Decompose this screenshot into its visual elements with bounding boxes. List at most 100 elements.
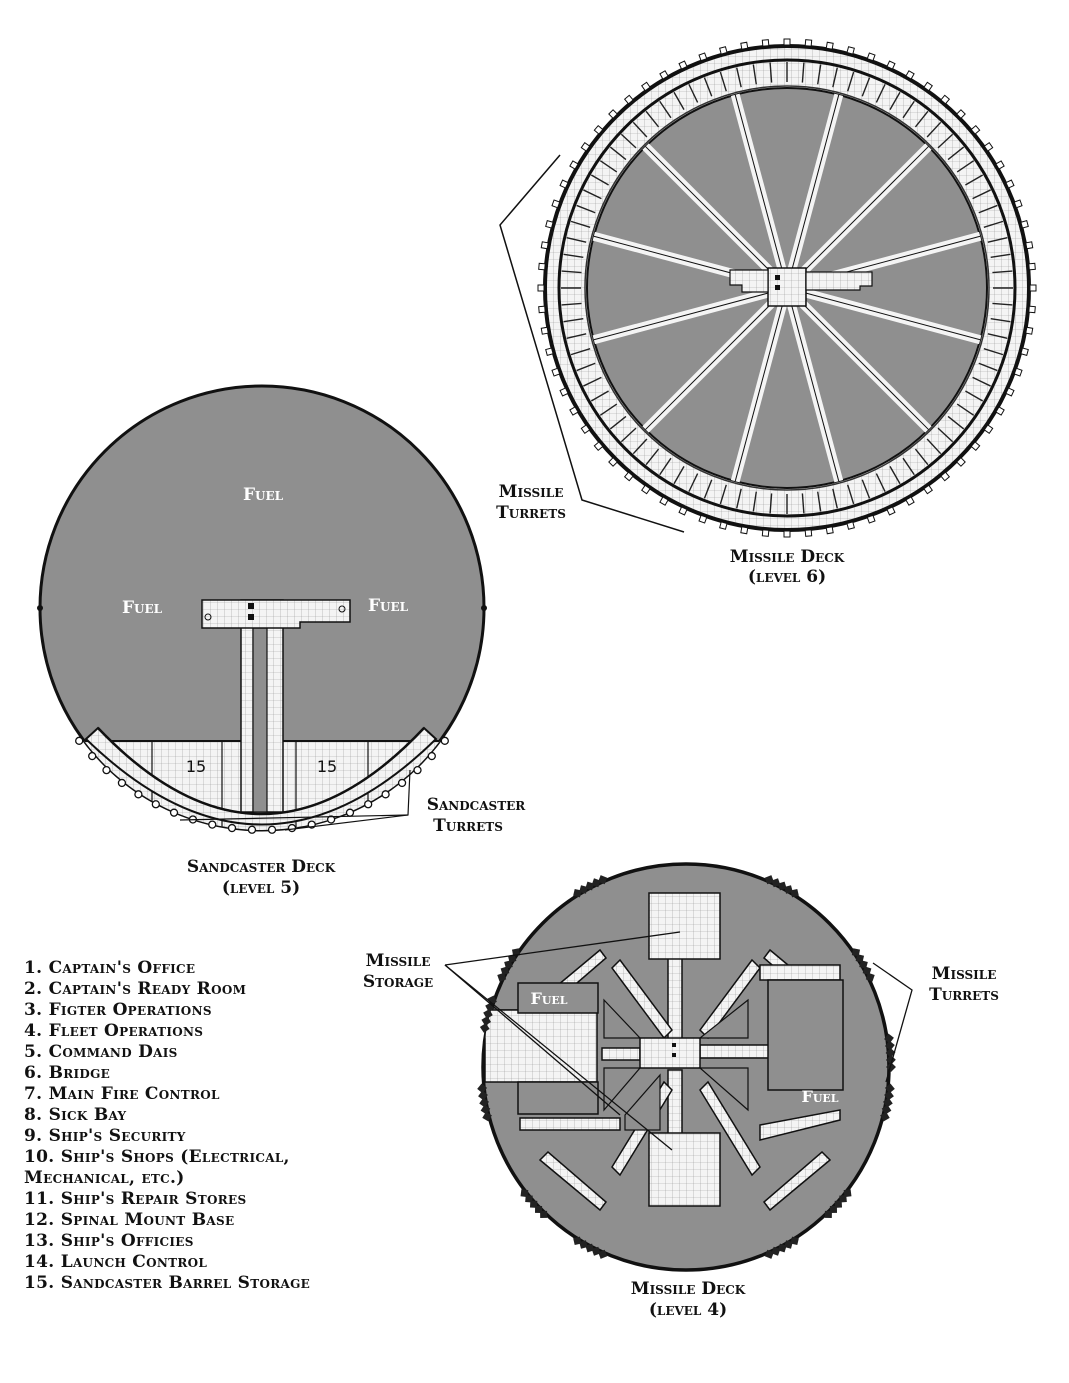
deck6-console <box>775 275 780 280</box>
deck6-bulkhead <box>703 479 713 499</box>
deck6-turret <box>970 441 981 452</box>
deck6-turret <box>846 46 855 55</box>
deck4-turret-callout-line1: Missile <box>932 964 997 984</box>
deck4-corridor <box>759 1109 841 1141</box>
deck4-title: Missile Deck <box>631 1279 746 1299</box>
deck4-turret <box>579 1240 588 1249</box>
deck5-turret <box>88 751 97 761</box>
deck6-bulkhead <box>965 390 984 402</box>
deck4-turret <box>585 1243 595 1253</box>
deck4-turret <box>478 1090 488 1101</box>
deck5-turret <box>227 823 237 833</box>
deck4-turret <box>884 1040 895 1051</box>
deck6-bulkhead <box>570 348 591 356</box>
deck6-bulkhead <box>719 484 727 505</box>
deck6-bulkhead <box>563 253 584 258</box>
deck5-turret <box>151 800 160 809</box>
deck6-bulkhead <box>972 376 991 387</box>
deck6-bulkhead <box>847 484 855 505</box>
deck6-bulkhead <box>769 62 773 83</box>
deck4-turret <box>573 1236 582 1246</box>
deck6-radial-corridor-edge <box>645 146 788 289</box>
deck5-turret-callout-line2: Turrets <box>433 816 503 836</box>
deck6-turret <box>905 496 915 506</box>
deck5-fixture <box>338 605 346 613</box>
deck6-turret <box>569 406 579 416</box>
deck5-spinal-shaft <box>252 627 268 813</box>
deck6-bulkhead <box>937 427 954 443</box>
deck6-bulkhead <box>987 237 1008 243</box>
deck4-west-lower-bay <box>517 1081 599 1115</box>
deck6-bulkhead <box>736 488 742 509</box>
deck6-bulkhead <box>832 67 838 88</box>
deck4-turret <box>485 1002 495 1012</box>
deck6-bulkhead <box>632 121 648 138</box>
deck6-bulkhead <box>566 333 587 339</box>
deck6-bulkhead <box>914 448 929 466</box>
deck6-bulkhead <box>599 160 618 173</box>
deck6-bulkhead <box>570 220 591 228</box>
deck5-title: Sandcaster Deck <box>187 857 336 877</box>
legend-item: 2. Captain's Ready Room <box>24 979 247 999</box>
deck6-turret <box>559 387 569 397</box>
deck6-inner-hull <box>557 58 1017 518</box>
deck5-turret <box>117 778 127 788</box>
deck6-bulkhead <box>719 71 727 92</box>
deck6-turret <box>659 496 669 506</box>
deck6-turret <box>1013 199 1023 209</box>
deck6-radial-corridor-edge <box>786 146 929 289</box>
deck6-turret <box>825 526 834 535</box>
deck6-bulkhead <box>769 493 773 514</box>
deck5-turret-callout-line1: Sandcaster <box>427 795 527 815</box>
deck6-turret <box>551 367 561 377</box>
deck6-bulkhead <box>914 110 929 128</box>
deck6-turret <box>659 70 669 80</box>
deck4-corridor <box>519 1117 621 1131</box>
deck5-room-15-right: 15 <box>317 757 337 776</box>
deck6-turret-ring <box>537 38 1037 538</box>
deck4-fuel-cell-a <box>517 982 599 1014</box>
deck6-turret <box>846 521 855 530</box>
deck4-corridor <box>699 1080 761 1177</box>
deck6-turret <box>783 38 791 46</box>
legend-item: 13. Ship's Officies <box>24 1231 194 1251</box>
deck6-turret <box>983 142 994 152</box>
deck6-bulkhead <box>990 318 1011 323</box>
deck4-corridor-north <box>667 949 683 1051</box>
deck4-turret <box>520 1189 529 1198</box>
deck4-storage-label-line1: Missile <box>366 951 431 971</box>
deck5-control-room <box>201 599 351 629</box>
deck6-turret <box>538 305 546 314</box>
legend-item: 11. Ship's Repair Stores <box>24 1189 247 1209</box>
deck6-bulkhead <box>576 204 596 214</box>
deck6-bulkhead <box>752 64 757 85</box>
legend-item: 4. Fleet Operations <box>24 1021 204 1041</box>
deck6-bulkhead <box>673 91 685 110</box>
deck6-bulkhead <box>609 415 627 430</box>
deck4-turret <box>487 995 497 1005</box>
deck6-turret <box>608 456 619 467</box>
deck4-wedge-bay <box>698 998 749 1039</box>
deck4-storage-pointer <box>444 964 673 1151</box>
deck6-bulkhead <box>947 146 965 161</box>
deck6-bulkhead <box>990 253 1011 258</box>
deck6-turret-callout-line2: Turrets <box>496 503 566 523</box>
deck6-bulkhead <box>609 146 627 161</box>
deck4-turret <box>479 1023 490 1033</box>
deck6-turret <box>545 220 554 229</box>
deck6-bulkheads <box>561 62 1013 514</box>
legend-item: 6. Bridge <box>24 1063 111 1083</box>
deck5-turret-callout-line <box>179 814 409 821</box>
deck6-turret <box>678 60 688 70</box>
deck6-bulkhead <box>673 466 685 485</box>
deck5-turret-row <box>75 736 449 834</box>
deck6-turret <box>761 39 770 47</box>
deck6-bulkhead <box>956 403 975 416</box>
deck6-bulkhead <box>736 67 742 88</box>
deck6-bulkhead <box>947 415 965 430</box>
legend-item: 7. Main Fire Control <box>24 1084 220 1104</box>
deck4-turret <box>790 888 799 898</box>
deck4-turret <box>777 881 787 891</box>
deck6-turret <box>940 94 951 105</box>
deck4-corridor <box>699 1044 771 1059</box>
